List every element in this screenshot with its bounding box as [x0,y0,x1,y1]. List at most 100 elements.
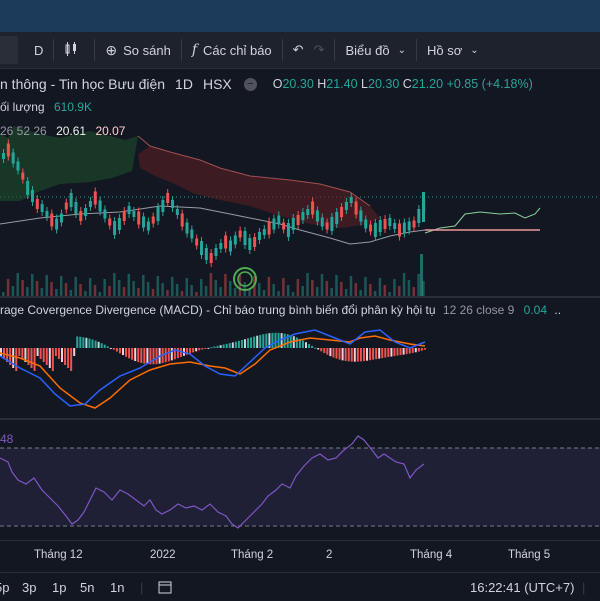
minus-circle-icon[interactable]: − [243,77,257,91]
volume-bar [364,277,367,296]
redo-button[interactable]: ↷ [314,32,335,68]
macd-histogram-bar [9,348,12,365]
volume-bar [277,291,280,296]
macd-histogram-bar [369,348,372,361]
volume-bar [142,275,145,296]
range-button[interactable]: 3p [22,580,37,595]
volume-bar [200,279,203,296]
range-button[interactable]: 1p [52,580,67,595]
interval-button[interactable]: D [24,32,53,68]
symbol-search-button[interactable] [0,36,18,64]
candle [16,161,20,171]
candle [422,192,425,222]
volume-bar [98,292,102,296]
volume-bar [349,276,353,296]
volume-bar [306,273,309,296]
macd-more[interactable]: .. [554,303,562,317]
macd-histogram-bar [399,348,402,356]
compare-label: So sánh [123,42,171,58]
ichimoku-value-1: 20.61 [56,124,87,138]
legend-exchange: HSX [202,76,232,92]
volume-value: 610.9K [53,100,92,114]
candle [228,240,232,252]
macd-histogram-bar [152,348,155,365]
macd-histogram-bar [140,348,143,363]
clock-time[interactable]: 16:22:41 (UTC+7) [470,580,575,595]
volume-bar [262,290,266,296]
volume-bar [422,281,425,296]
macd-histogram-bar [237,340,240,348]
candle [166,193,170,203]
ichimoku-legend: 26 52 26 20.61 20.07 [0,124,125,138]
candle [69,193,73,207]
pane-divider[interactable] [0,296,600,298]
macd-histogram-bar [317,348,320,350]
macd-histogram-bar [347,348,350,362]
macd-histogram-bar [42,348,45,362]
candle [262,229,266,235]
goto-date-icon[interactable] [158,580,172,597]
macd-histogram-bar [91,339,94,348]
time-axis[interactable]: Tháng 12 2022 Tháng 2 2 Tháng 4 Tháng 5 [0,540,600,569]
macd-histogram-bar [45,348,48,365]
macd-histogram-bar [149,348,152,365]
candle [335,212,339,224]
macd-title: rage Covergence Divergence (MACD) - Chỉ … [0,303,436,317]
volume-bar [103,279,106,296]
range-button[interactable]: 1n [110,580,125,595]
macd-histogram-bar [375,348,378,360]
candle [354,201,358,215]
time-label: 2022 [150,549,176,561]
signal-marker-icon[interactable] [233,267,257,291]
bottom-divider: | [582,580,586,595]
candle [185,222,189,234]
candle [344,202,348,210]
candle [2,153,5,159]
macd-histogram-bar [39,348,42,359]
macd-histogram-bar [210,347,213,349]
rsi-pane[interactable] [0,420,600,540]
indicators-button[interactable]: f Các chỉ báo [182,32,282,68]
candle [117,218,121,230]
undo-button[interactable]: ↶ [283,32,314,68]
chart-type-dropdown[interactable]: Biểu đồ ⌄ [335,32,415,68]
candle [388,218,392,226]
macd-histogram-bar [76,336,79,348]
volume-bar [291,292,295,296]
macd-histogram-bar [381,348,384,359]
macd-histogram-bar [67,348,70,368]
profile-dropdown[interactable]: Hồ sơ ⌄ [417,32,489,68]
candle [257,232,261,240]
macd-histogram-bar [350,348,353,362]
macd-histogram-bar [57,348,60,359]
volume-bar [228,281,232,296]
candle [204,248,208,260]
pane-divider[interactable] [0,418,600,420]
candle [407,221,411,231]
macd-histogram-bar [189,348,192,354]
macd-histogram-bar [344,348,347,361]
volume-bar [26,287,29,296]
price-chart-pane[interactable] [0,96,600,296]
macd-histogram-bar [402,348,405,355]
macd-histogram-bar [259,334,262,348]
volume-bar [417,274,420,296]
volume-bar [257,283,261,296]
volume-bar [344,289,348,296]
candle [127,206,131,214]
macd-histogram-bar [250,337,253,348]
bar-style-button[interactable] [54,32,94,68]
macd-pane[interactable] [0,298,600,416]
range-button[interactable]: 5n [80,580,95,595]
macd-histogram-bar [179,348,182,357]
compare-button[interactable]: ⊕ So sánh [95,32,180,68]
range-button[interactable]: 5p [0,580,10,595]
macd-histogram-bar [366,348,368,361]
macd-histogram-bar [420,348,423,351]
macd-histogram-bar [213,346,216,348]
chevron-down-icon: ⌄ [397,44,406,56]
time-label: Tháng 2 [231,549,274,561]
volume-bar [335,275,338,296]
candle [291,218,295,230]
macd-histogram-bar [61,348,63,362]
